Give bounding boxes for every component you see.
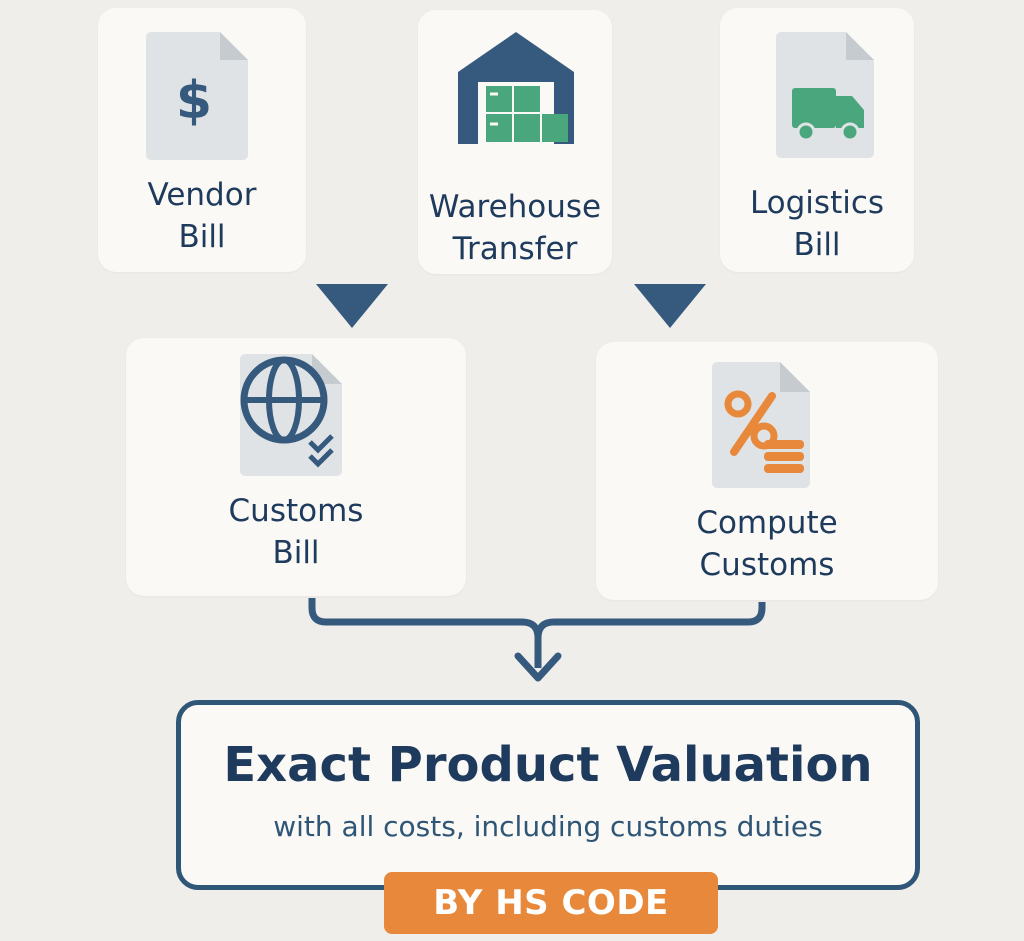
truck-document-icon [776, 32, 874, 158]
result-subtitle: with all costs, including customs duties [273, 810, 823, 843]
warehouse-transfer-label: Warehouse Transfer [428, 189, 602, 267]
percent-coins-document-icon [712, 362, 810, 488]
result-title: Exact Product Valuation [223, 737, 873, 793]
logistics-bill-card: Logistics Bill [720, 8, 914, 272]
result-box: Exact Product Valuation with all costs, … [176, 700, 920, 890]
vendor-bill-label: Vendor Bill [147, 177, 257, 255]
warehouse-icon [458, 32, 574, 144]
logistics-bill-label: Logistics Bill [749, 185, 885, 263]
compute-customs-label: Compute Customs [696, 505, 838, 583]
customs-bill-label: Customs Bill [228, 493, 364, 571]
arrow-down-icon [316, 284, 388, 328]
arrow-down-icon [634, 284, 706, 328]
dollar-document-icon: $ [146, 32, 248, 160]
compute-customs-card: Compute Customs [596, 342, 938, 600]
customs-bill-card: Customs Bill [126, 338, 466, 596]
vendor-bill-card: $ Vendor Bill [98, 8, 306, 272]
svg-text:$: $ [176, 71, 212, 131]
warehouse-transfer-card: Warehouse Transfer [418, 10, 612, 274]
hs-code-badge: BY HS CODE [384, 872, 718, 934]
globe-document-icon [240, 354, 342, 476]
